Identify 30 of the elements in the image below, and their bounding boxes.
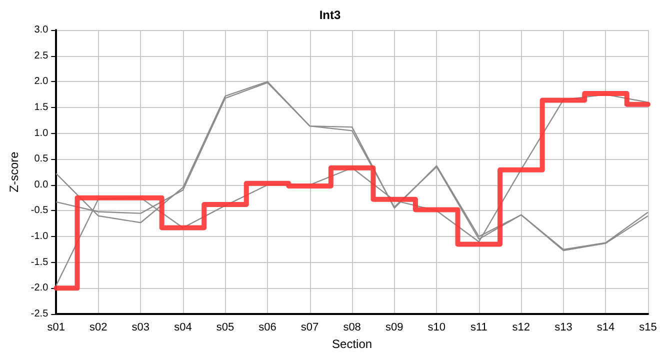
x-tick-label: s03 (132, 322, 150, 334)
y-tick-label: 2.0 (34, 76, 49, 88)
y-tick-label: 1.5 (34, 102, 49, 113)
x-axis-title: Section (332, 337, 372, 351)
x-tick-label: s10 (428, 322, 446, 334)
x-tick-label: s13 (554, 322, 572, 334)
y-tick-label: 3.0 (34, 24, 49, 36)
y-axis-title: Z-score (7, 151, 21, 192)
x-tick-label: s04 (174, 322, 192, 334)
x-tick-label: s06 (258, 322, 276, 334)
x-tick-label: s01 (47, 322, 66, 334)
y-tick-label: -2.5 (30, 308, 49, 320)
x-tick-label: s14 (596, 322, 615, 334)
y-tick-label: -0.5 (30, 205, 49, 216)
x-tick-label: s15 (639, 322, 657, 334)
y-tick-label: 0.0 (34, 179, 49, 190)
y-tick-label: 0.5 (34, 154, 49, 165)
chart-title: Int3 (319, 8, 341, 22)
x-tick-label: s11 (470, 322, 488, 334)
y-tick-label: -1.0 (30, 231, 49, 242)
x-tick-label: s09 (385, 322, 404, 334)
x-tick-label: s12 (512, 322, 530, 334)
y-tick-label: 1.0 (34, 128, 49, 139)
y-tick-label: 2.5 (34, 50, 49, 62)
y-tick-label: -1.5 (30, 256, 49, 268)
x-tick-label: s08 (343, 322, 361, 334)
x-tick-label: s02 (90, 322, 108, 334)
x-tick-label: s05 (216, 322, 234, 334)
y-tick-label: -2.0 (30, 282, 49, 294)
x-tick-label: s07 (300, 322, 319, 334)
